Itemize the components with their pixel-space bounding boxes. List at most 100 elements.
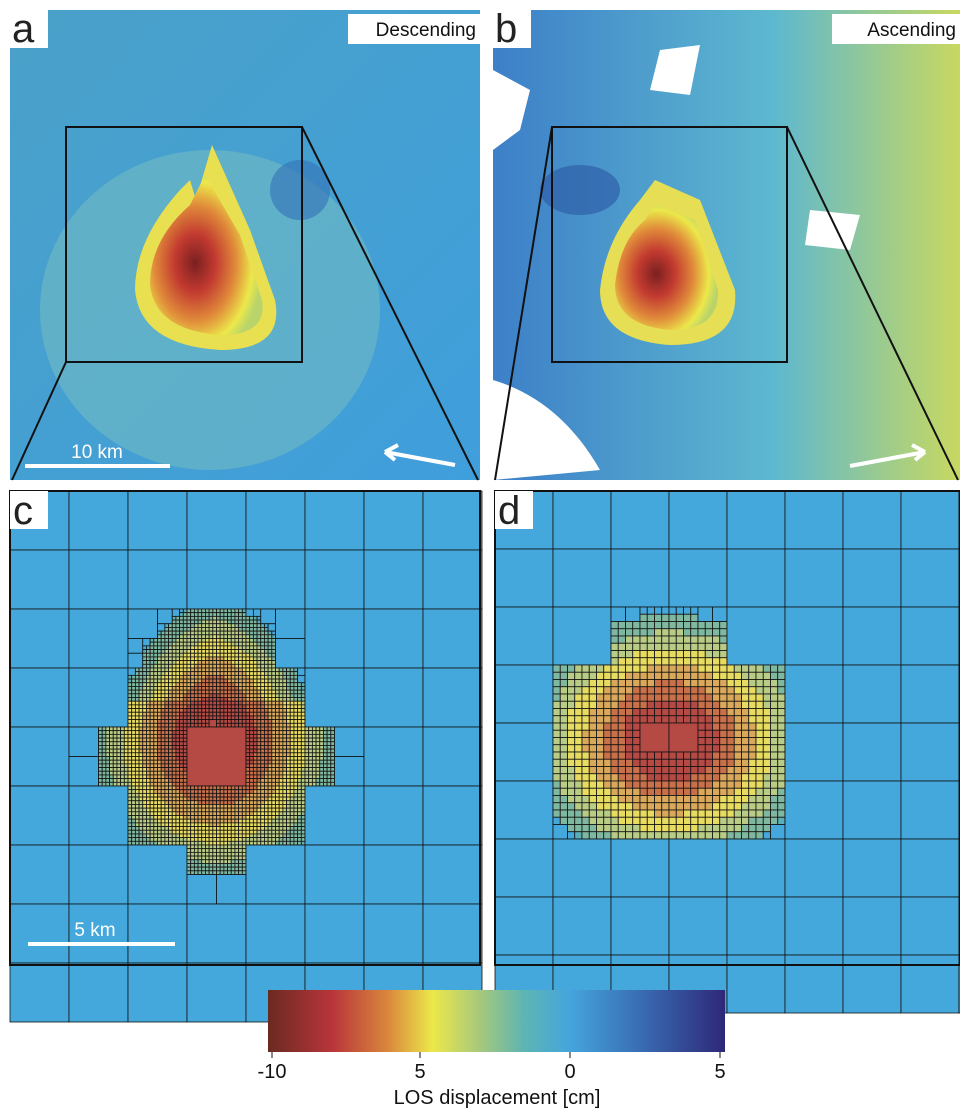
cell — [250, 775, 254, 779]
cell — [135, 709, 139, 713]
cell — [242, 627, 246, 631]
cell — [294, 838, 298, 842]
cell — [235, 657, 239, 661]
cell — [172, 841, 176, 845]
cell — [113, 782, 117, 786]
cell — [604, 665, 611, 672]
cell — [183, 804, 187, 808]
cell — [597, 752, 604, 759]
cell — [191, 701, 195, 705]
cell — [287, 786, 291, 790]
cell — [224, 616, 228, 620]
cell — [198, 664, 202, 668]
cell — [191, 808, 195, 812]
cell — [239, 808, 243, 812]
cell — [253, 801, 257, 805]
cell — [261, 642, 265, 646]
cell — [235, 686, 239, 690]
cell — [191, 816, 195, 820]
cell — [143, 834, 147, 838]
cell — [734, 687, 741, 694]
cell — [264, 661, 268, 665]
cell — [691, 810, 698, 817]
cell — [205, 830, 209, 834]
cell — [246, 491, 305, 550]
cell — [742, 672, 749, 679]
cell — [253, 760, 257, 764]
cell — [727, 672, 734, 679]
cell — [154, 838, 158, 842]
cell — [205, 720, 209, 724]
cell — [99, 753, 103, 757]
cell — [287, 793, 291, 797]
cell — [158, 653, 162, 657]
cell — [309, 745, 313, 749]
cell — [261, 639, 265, 643]
cell — [253, 745, 257, 749]
cell — [213, 819, 217, 823]
cell — [316, 782, 320, 786]
cell — [99, 738, 103, 742]
cell — [246, 771, 250, 775]
cell — [202, 852, 206, 856]
cell — [316, 742, 320, 746]
cell — [235, 661, 239, 665]
cell — [713, 636, 720, 643]
cell — [268, 775, 272, 779]
cell — [611, 687, 618, 694]
cell — [618, 723, 625, 730]
cell — [161, 771, 165, 775]
cell — [749, 759, 756, 766]
cell — [220, 642, 224, 646]
cell — [662, 665, 669, 672]
cell — [785, 897, 843, 955]
cell — [154, 812, 158, 816]
cell — [217, 705, 221, 709]
cell — [261, 635, 265, 639]
cell — [217, 664, 221, 668]
cell — [194, 624, 198, 628]
cell — [194, 716, 198, 720]
cell — [235, 653, 239, 657]
cell — [194, 797, 198, 801]
cell — [146, 790, 150, 794]
cell — [647, 658, 654, 665]
cell — [202, 672, 206, 676]
cell — [183, 639, 187, 643]
cell — [279, 679, 283, 683]
cell — [301, 816, 305, 820]
cell — [294, 727, 298, 731]
cell — [242, 812, 246, 816]
cell — [132, 764, 136, 768]
cell — [220, 639, 224, 643]
cell — [165, 661, 169, 665]
cell — [727, 810, 734, 817]
cell — [169, 657, 173, 661]
cell — [228, 834, 232, 838]
cell — [272, 653, 276, 657]
cell — [662, 767, 669, 774]
cell — [778, 738, 785, 745]
cell — [183, 664, 187, 668]
cell — [287, 779, 291, 783]
colorbar-ramp — [268, 990, 725, 1052]
cell — [264, 690, 268, 694]
cell — [553, 745, 560, 752]
cell — [194, 635, 198, 639]
cell — [99, 742, 103, 746]
cell — [165, 627, 169, 631]
cell — [298, 734, 302, 738]
cell — [734, 672, 741, 679]
cell — [187, 683, 191, 687]
cell — [132, 841, 136, 845]
cell — [146, 650, 150, 654]
cell — [239, 661, 243, 665]
cell — [320, 727, 324, 731]
cell — [257, 779, 261, 783]
cell — [294, 668, 298, 672]
cell — [187, 650, 191, 654]
cell — [272, 753, 276, 757]
cell — [560, 723, 567, 730]
cell — [568, 759, 575, 766]
cell — [553, 788, 560, 795]
